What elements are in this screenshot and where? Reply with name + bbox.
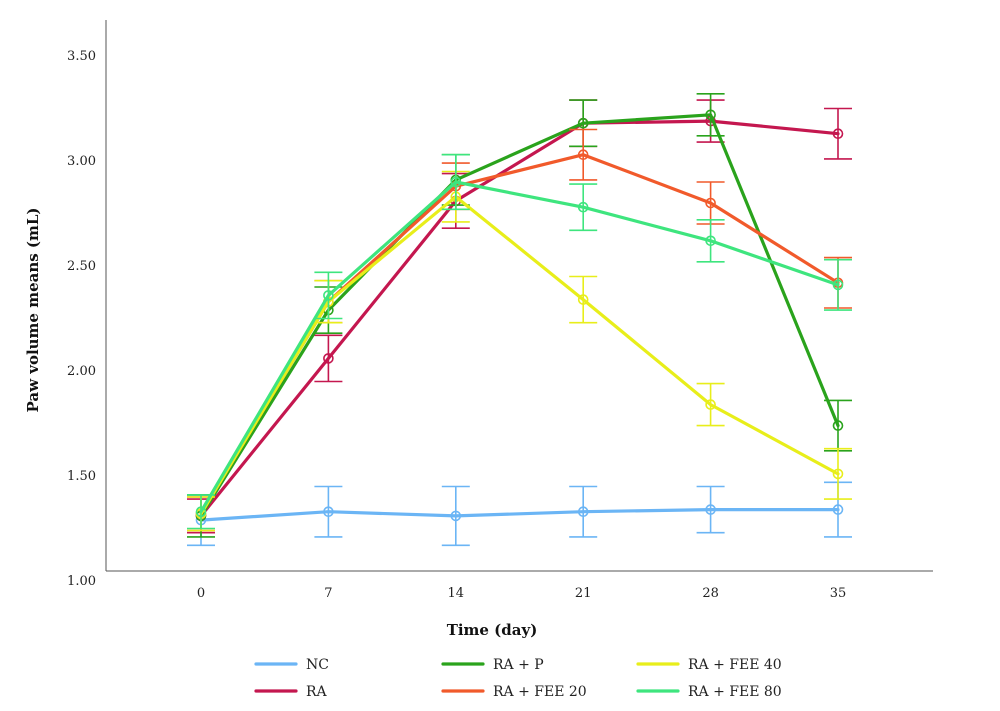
data-point xyxy=(577,149,589,160)
legend-label: RA + P xyxy=(493,657,544,673)
x-tick-label: 35 xyxy=(830,586,847,601)
series-ra-fee-20 xyxy=(187,128,852,532)
axes xyxy=(105,20,933,572)
y-tick-label: 2.50 xyxy=(67,259,96,274)
data-point xyxy=(705,109,716,121)
data-point xyxy=(832,128,844,139)
data-point xyxy=(577,117,589,129)
data-point xyxy=(323,353,334,364)
y-tick-label: 3.00 xyxy=(67,154,96,169)
legend-item: RA xyxy=(254,684,328,700)
y-tick-label: 1.50 xyxy=(67,469,96,484)
x-axis-ticks: 0 7 14 21 28 35 xyxy=(197,586,846,601)
series-layer xyxy=(187,93,852,547)
series-line xyxy=(199,195,840,516)
data-point xyxy=(705,504,716,515)
series-line xyxy=(199,119,840,518)
legend-label: NC xyxy=(306,657,329,673)
data-point xyxy=(705,399,716,410)
data-point xyxy=(832,420,844,431)
legend-label: RA + FEE 40 xyxy=(688,657,782,673)
data-point xyxy=(705,235,716,247)
x-tick-label: 7 xyxy=(324,586,332,601)
series-line xyxy=(199,180,840,514)
series-line xyxy=(199,153,840,516)
y-tick-label: 1.00 xyxy=(67,574,96,589)
x-tick-label: 21 xyxy=(575,586,592,601)
data-point xyxy=(323,506,334,518)
series-nc xyxy=(187,481,852,547)
x-tick-label: 28 xyxy=(702,586,719,601)
legend-item: NC xyxy=(254,657,329,673)
series-ra xyxy=(187,99,852,534)
legend-label: RA + FEE 80 xyxy=(688,684,782,700)
legend-label: RA + FEE 20 xyxy=(493,684,587,700)
legend-item: RA + FEE 80 xyxy=(636,684,782,700)
data-point xyxy=(323,290,334,301)
legend-label: RA xyxy=(306,684,328,700)
legend: NC RA + P RA + FEE 40 RA RA + FEE 20 RA + FEE… xyxy=(254,657,782,700)
data-point xyxy=(577,201,589,213)
legend-item: RA + P xyxy=(441,657,544,673)
data-point xyxy=(450,176,462,188)
y-tick-label: 3.50 xyxy=(67,49,96,64)
series-ra-fee-40 xyxy=(187,170,852,532)
y-tick-label: 2.00 xyxy=(67,364,96,379)
series-ra-fee-80 xyxy=(187,153,852,530)
y-axis-ticks: 1.00 1.50 2.00 2.50 3.00 3.50 xyxy=(67,49,96,589)
legend-item: RA + FEE 20 xyxy=(441,684,587,700)
x-tick-label: 14 xyxy=(448,586,465,601)
data-point xyxy=(832,279,844,291)
data-point xyxy=(832,468,844,480)
x-axis-title: Time (day) xyxy=(447,621,538,639)
series-line xyxy=(199,508,840,522)
legend-item: RA + FEE 40 xyxy=(636,657,782,673)
data-point xyxy=(577,506,589,518)
data-point xyxy=(450,510,462,522)
data-point xyxy=(577,294,589,305)
data-point xyxy=(705,197,716,209)
data-point xyxy=(832,504,844,515)
x-tick-label: 0 xyxy=(197,586,205,601)
y-axis-title: Paw volume means (mL) xyxy=(24,207,42,412)
data-point xyxy=(195,506,207,518)
series-line xyxy=(199,113,840,518)
